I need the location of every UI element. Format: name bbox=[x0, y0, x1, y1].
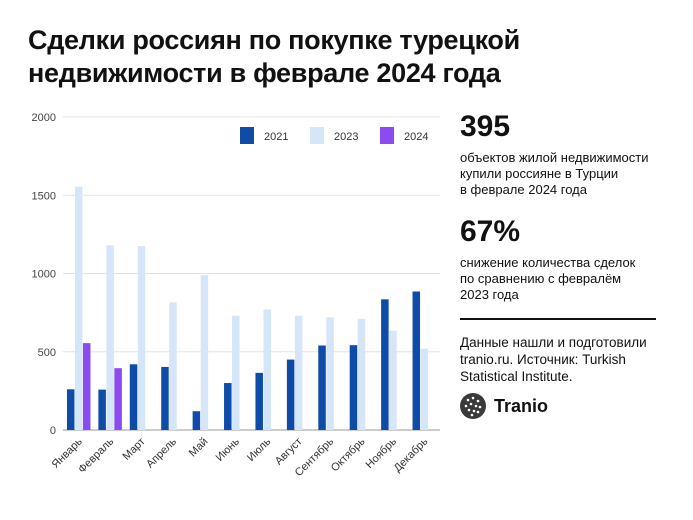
legend-swatch-2021 bbox=[240, 127, 254, 144]
bar-2024-0 bbox=[82, 343, 91, 430]
brand-name: Tranio bbox=[494, 395, 549, 416]
x-tick-label: Март bbox=[121, 436, 148, 463]
x-tick-label: Июль bbox=[245, 435, 274, 464]
stat-value-2: 67% bbox=[460, 215, 521, 248]
x-tick-label: Апрель bbox=[144, 435, 179, 470]
y-tick-label: 500 bbox=[38, 347, 56, 359]
y-tick-label: 1000 bbox=[32, 269, 56, 281]
divider bbox=[460, 318, 656, 320]
bar-2023-1 bbox=[106, 245, 114, 430]
stat-description-1-line-3: в феврале 2024 года bbox=[460, 182, 587, 197]
bar-2023-2 bbox=[137, 246, 146, 430]
title-line-1: Сделки россиян по покупке турецкой bbox=[28, 25, 520, 55]
stat-description-2-line-3: 2023 года bbox=[460, 287, 519, 302]
stat-description-2: снижение количества сделок по сравнению … bbox=[460, 255, 675, 303]
bar-2021-0 bbox=[66, 389, 75, 430]
brand-logo: Tranio bbox=[460, 393, 548, 419]
bar-2023-8 bbox=[326, 317, 334, 430]
bar-2023-0 bbox=[74, 186, 83, 430]
tranio-logo-icon bbox=[460, 393, 486, 419]
stat-value-1: 395 bbox=[460, 110, 511, 143]
x-tick-label: Июнь bbox=[214, 435, 242, 463]
y-tick-label: 1500 bbox=[32, 190, 56, 202]
x-tick-label: Май bbox=[187, 436, 211, 460]
bar-2023-11 bbox=[420, 348, 429, 430]
source-line-3: Statistical Institute. bbox=[460, 369, 573, 384]
legend-label-2024: 2024 bbox=[404, 131, 428, 143]
bar-2023-10 bbox=[389, 330, 397, 430]
bar-2021-1 bbox=[98, 389, 106, 430]
stat-description-2-line-1: снижение количества сделок bbox=[460, 255, 636, 270]
bar-2021-10 bbox=[381, 299, 389, 430]
stat-description-1: объектов жилой недвижимости купили росси… bbox=[460, 150, 675, 198]
source-line-1: Данные нашли и подготовили bbox=[460, 335, 647, 350]
page-title: Сделки россиян по покупке турецкой недви… bbox=[28, 24, 588, 90]
bar-2023-7 bbox=[294, 315, 303, 430]
stat-block-1: 395 объектов жилой недвижимости купили р… bbox=[460, 110, 675, 198]
stat-description-1-line-1: объектов жилой недвижимости bbox=[460, 150, 649, 165]
bar-2021-7 bbox=[286, 359, 295, 430]
legend-swatch-2024 bbox=[380, 127, 394, 144]
bar-2021-8 bbox=[318, 345, 326, 430]
bar-2021-2 bbox=[129, 364, 138, 430]
x-tick-label: Октябрь bbox=[329, 435, 368, 474]
y-tick-label: 0 bbox=[50, 425, 56, 437]
stat-description-2-line-2: по сравнению с февралём bbox=[460, 271, 622, 286]
bar-2021-11 bbox=[412, 291, 421, 430]
stat-block-2: 67% снижение количества сделок по сравне… bbox=[460, 215, 675, 303]
source-line-2: tranio.ru. Источник: Turkish bbox=[460, 352, 626, 367]
legend-label-2021: 2021 bbox=[264, 131, 288, 143]
bar-2021-4 bbox=[192, 411, 201, 430]
y-tick-label: 2000 bbox=[32, 112, 56, 124]
bar-2021-6 bbox=[255, 372, 263, 430]
legend-label-2023: 2023 bbox=[334, 131, 358, 143]
title-line-2: недвижимости в феврале 2024 года bbox=[28, 58, 501, 88]
bar-2023-6 bbox=[263, 309, 271, 430]
bar-2023-9 bbox=[357, 318, 366, 430]
source-note: Данные нашли и подготовили tranio.ru. Ис… bbox=[460, 334, 675, 385]
bar-2021-9 bbox=[349, 345, 358, 430]
x-tick-label: Декабрь bbox=[392, 435, 431, 474]
legend-swatch-2023 bbox=[310, 127, 324, 144]
bar-2021-5 bbox=[224, 383, 232, 430]
bar-2023-4 bbox=[200, 275, 209, 430]
bar-2023-5 bbox=[232, 315, 240, 430]
stat-description-1-line-2: купили россияне в Турции bbox=[460, 166, 619, 181]
bar-2023-3 bbox=[169, 302, 177, 430]
bar-2021-3 bbox=[161, 366, 169, 430]
bar-2024-1 bbox=[114, 368, 122, 430]
